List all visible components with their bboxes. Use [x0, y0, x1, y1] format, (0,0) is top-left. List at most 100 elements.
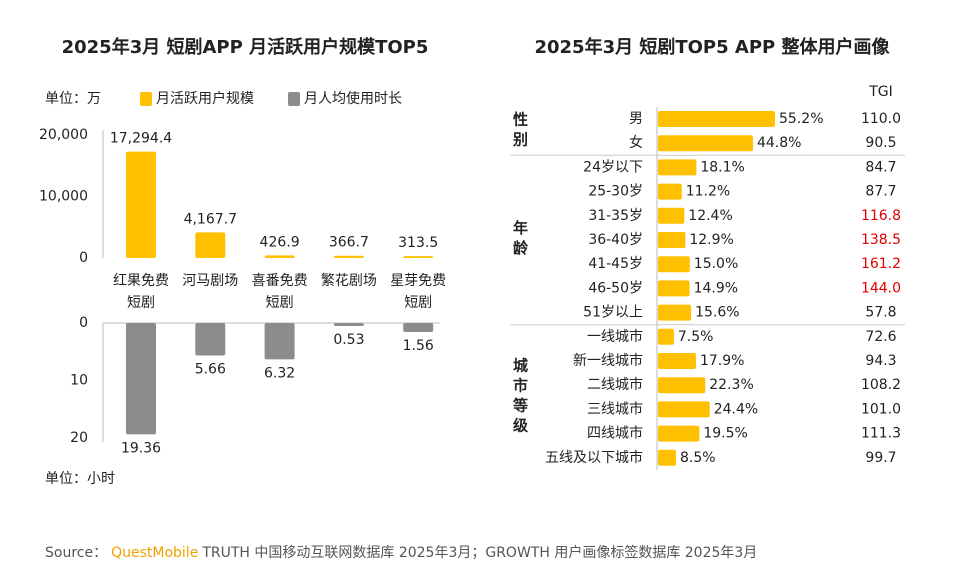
bar [658, 207, 685, 224]
category-label: 男 [629, 111, 643, 127]
tgi-value: 138.5 [861, 232, 901, 248]
bar [658, 232, 686, 248]
x-tick-label: 河马剧场 [182, 273, 238, 289]
source-brand: QuestMobile [111, 545, 198, 561]
bar [126, 151, 156, 258]
y2-tick-label: 20 [70, 430, 88, 446]
tgi-value: 161.2 [861, 256, 901, 272]
value-label: 1.56 [403, 338, 434, 354]
unit-label: 单位：万 [45, 91, 101, 107]
x-tick-label: 喜番免费 [252, 273, 308, 289]
source: Source： QuestMobile TRUTH 中国移动互联网数据库 2025年… [45, 544, 757, 561]
value-label: 366.7 [329, 235, 369, 251]
bar [333, 323, 364, 327]
tgi-value: 87.7 [865, 184, 896, 200]
value-label: 17,294.4 [110, 131, 172, 147]
bar [658, 135, 753, 152]
category-label: 25-30岁 [588, 184, 643, 200]
legend-label: 月活跃用户规模 [156, 90, 254, 107]
y-tick-label: 0 [79, 250, 88, 266]
tgi-header: TGI [868, 84, 893, 100]
bar [658, 353, 696, 369]
category-label: 二线城市 [587, 376, 643, 393]
bar [264, 323, 295, 360]
value-label: 19.5% [703, 426, 747, 442]
bar [403, 323, 434, 332]
value-label: 44.8% [757, 135, 801, 151]
legend-swatch [288, 92, 300, 106]
category-label: 女 [629, 134, 643, 151]
tgi-value: 57.8 [865, 305, 896, 321]
tgi-value: 94.3 [865, 353, 896, 369]
value-label: 12.9% [689, 232, 733, 248]
value-label: 12.4% [688, 208, 732, 224]
category-label: 41-45岁 [588, 256, 643, 272]
category-label: 五线及以下城市 [545, 449, 643, 466]
tgi-value: 72.6 [865, 329, 896, 345]
value-label: 313.5 [398, 235, 438, 251]
bar [658, 183, 682, 200]
value-label: 17.9% [700, 353, 744, 369]
value-label: 18.1% [700, 159, 744, 175]
category-label: 46-50岁 [588, 280, 643, 296]
bar [403, 256, 434, 258]
category-label: 一线城市 [587, 328, 643, 345]
x-tick-label: 繁花剧场 [321, 273, 377, 289]
group-label: 年龄 [511, 219, 529, 260]
tgi-value: 108.2 [861, 377, 901, 393]
value-label: 15.0% [694, 256, 738, 272]
value-label: 426.9 [260, 234, 300, 250]
bar [658, 377, 706, 394]
group-label: 性别 [511, 110, 529, 151]
y-tick-label: 20,000 [39, 127, 88, 143]
bar [658, 111, 776, 127]
value-label: 22.3% [709, 377, 753, 393]
value-label: 7.5% [678, 329, 714, 345]
category-label: 三线城市 [587, 400, 643, 417]
y-tick-label: 10,000 [39, 189, 88, 205]
value-label: 11.2% [686, 184, 730, 200]
x-tick-label: 星芽免费 [390, 273, 446, 289]
bar [333, 255, 364, 258]
y2-tick-label: 0 [79, 315, 88, 331]
value-label: 55.2% [779, 111, 823, 127]
tgi-value: 99.7 [865, 450, 896, 466]
x-tick-label: 短剧 [266, 295, 294, 311]
chart-title: 2025年3月 短剧APP 月活跃用户规模TOP5 [62, 36, 429, 58]
value-label: 6.32 [264, 365, 295, 381]
value-label: 4,167.7 [184, 211, 237, 227]
bar [658, 425, 700, 442]
value-label: 5.66 [195, 362, 226, 378]
value-label: 8.5% [680, 450, 716, 466]
bar [195, 232, 226, 258]
x-tick-label: 短剧 [404, 295, 432, 311]
source-text: TRUTH 中国移动互联网数据库 2025年3月；GROWTH 用户画像标签数据… [201, 544, 757, 561]
chart-title: 2025年3月 短剧TOP5 APP 整体用户画像 [534, 36, 890, 58]
tgi-value: 116.8 [861, 208, 901, 224]
unit-label: 单位：小时 [45, 471, 115, 487]
value-label: 24.4% [714, 401, 758, 417]
tgi-value: 111.3 [861, 426, 901, 442]
value-label: 0.53 [333, 332, 364, 348]
category-label: 51岁以上 [583, 305, 643, 321]
value-label: 15.6% [695, 305, 739, 321]
category-label: 36-40岁 [588, 232, 643, 248]
tgi-value: 144.0 [861, 280, 901, 296]
y2-tick-label: 10 [70, 373, 88, 389]
tgi-value: 101.0 [861, 401, 901, 417]
tgi-value: 84.7 [865, 159, 896, 175]
bar [658, 280, 690, 297]
value-label: 14.9% [694, 280, 738, 296]
bar [658, 449, 677, 466]
x-tick-label: 红果免费 [113, 273, 169, 289]
value-label: 19.36 [121, 440, 161, 456]
legend-label: 月人均使用时长 [304, 90, 402, 107]
category-label: 24岁以下 [583, 159, 643, 175]
tgi-value: 110.0 [861, 111, 901, 127]
bar [658, 401, 710, 418]
bar [195, 323, 226, 356]
category-label: 31-35岁 [588, 208, 643, 224]
category-label: 四线城市 [587, 425, 643, 442]
